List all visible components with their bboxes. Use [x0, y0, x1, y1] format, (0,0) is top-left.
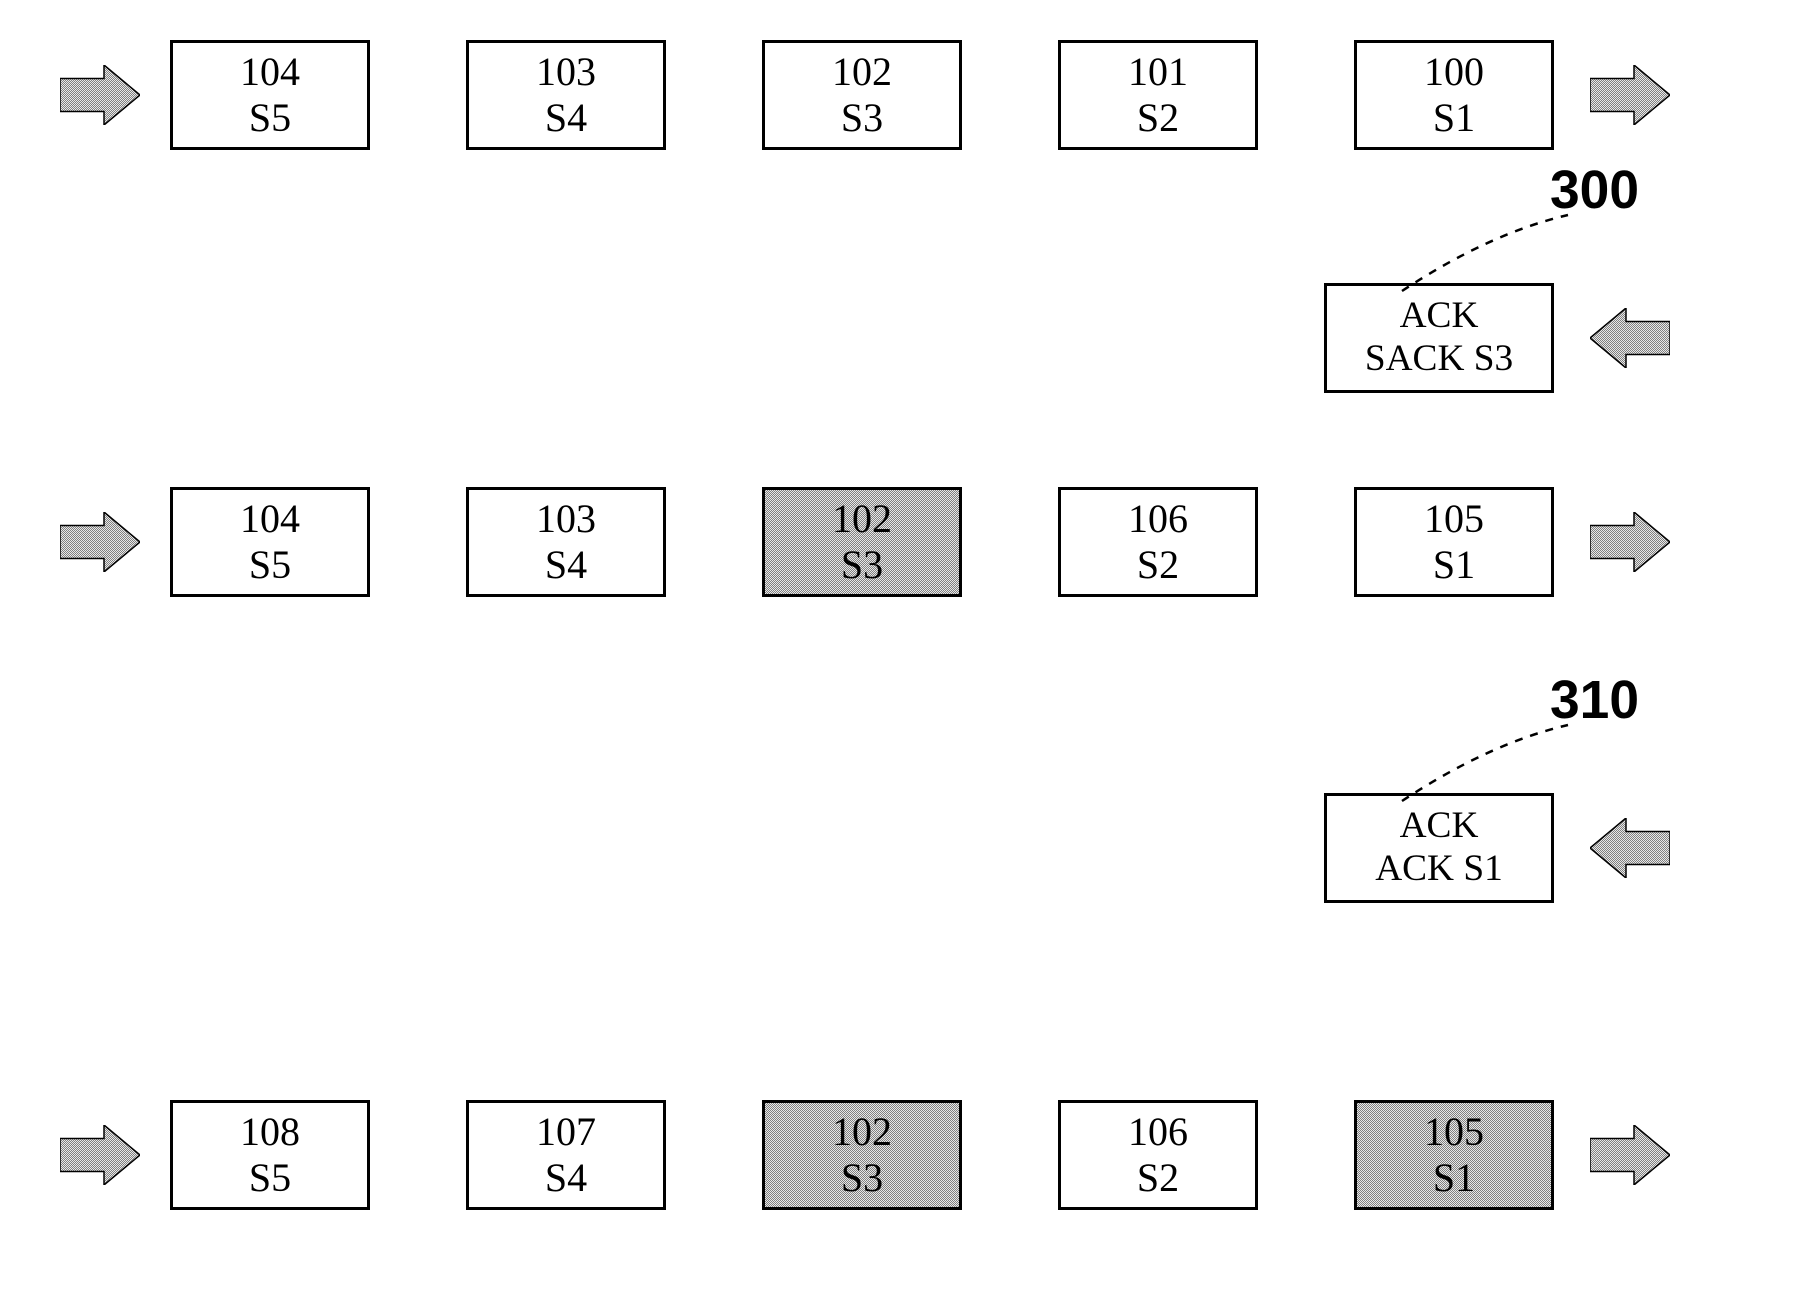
- packet-row-1-col-3: 106S2: [1058, 487, 1258, 597]
- ack-line2: SACK S3: [1365, 338, 1513, 381]
- packet-row-1-col-0: 104S5: [170, 487, 370, 597]
- flow-arrow-in-row-0: [60, 65, 140, 125]
- flow-arrow-out-row-1: [1590, 512, 1670, 572]
- callout-leader-0: [1400, 213, 1570, 293]
- packet-slot: S1: [1433, 95, 1475, 141]
- packet-slot: S5: [249, 542, 291, 588]
- packet-slot: S3: [841, 95, 883, 141]
- callout-label-0: 300: [1550, 160, 1639, 221]
- packet-seq: 105: [1424, 1109, 1484, 1155]
- packet-seq: 104: [240, 49, 300, 95]
- ack-line1: ACK: [1400, 295, 1479, 338]
- packet-seq: 102: [832, 1109, 892, 1155]
- packet-row-2-col-4: 105S1: [1354, 1100, 1554, 1210]
- packet-row-2-col-1: 107S4: [466, 1100, 666, 1210]
- packet-slot: S1: [1433, 1155, 1475, 1201]
- packet-slot: S3: [841, 542, 883, 588]
- packet-row-0-col-3: 101S2: [1058, 40, 1258, 150]
- flow-arrow-out-row-0: [1590, 65, 1670, 125]
- packet-row-2-col-0: 108S5: [170, 1100, 370, 1210]
- packet-slot: S2: [1137, 542, 1179, 588]
- ack-line1: ACK: [1400, 805, 1479, 848]
- ack-line2: ACK S1: [1375, 848, 1503, 891]
- packet-row-1-col-2: 102S3: [762, 487, 962, 597]
- packet-seq: 108: [240, 1109, 300, 1155]
- packet-row-0-col-4: 100S1: [1354, 40, 1554, 150]
- callout-leader-1: [1400, 723, 1570, 803]
- packet-slot: S5: [249, 95, 291, 141]
- packet-seq: 103: [536, 496, 596, 542]
- packet-seq: 101: [1128, 49, 1188, 95]
- packet-seq: 102: [832, 496, 892, 542]
- packet-row-0-col-1: 103S4: [466, 40, 666, 150]
- ack-box-1: ACKACK S1: [1324, 793, 1554, 903]
- ack-arrow-0: [1590, 308, 1670, 368]
- packet-seq: 106: [1128, 496, 1188, 542]
- diagram-canvas: 104S5103S4102S3101S2100S1: [0, 0, 1806, 1310]
- ack-arrow-1: [1590, 818, 1670, 878]
- packet-seq: 105: [1424, 496, 1484, 542]
- packet-seq: 107: [536, 1109, 596, 1155]
- packet-seq: 103: [536, 49, 596, 95]
- callout-label-1: 310: [1550, 670, 1639, 731]
- packet-slot: S2: [1137, 1155, 1179, 1201]
- packet-row-0-col-0: 104S5: [170, 40, 370, 150]
- ack-box-0: ACKSACK S3: [1324, 283, 1554, 393]
- flow-arrow-out-row-2: [1590, 1125, 1670, 1185]
- packet-slot: S4: [545, 95, 587, 141]
- packet-seq: 102: [832, 49, 892, 95]
- packet-row-1-col-4: 105S1: [1354, 487, 1554, 597]
- packet-slot: S3: [841, 1155, 883, 1201]
- packet-slot: S5: [249, 1155, 291, 1201]
- flow-arrow-in-row-1: [60, 512, 140, 572]
- packet-row-1-col-1: 103S4: [466, 487, 666, 597]
- packet-seq: 100: [1424, 49, 1484, 95]
- packet-seq: 106: [1128, 1109, 1188, 1155]
- packet-seq: 104: [240, 496, 300, 542]
- packet-row-0-col-2: 102S3: [762, 40, 962, 150]
- flow-arrow-in-row-2: [60, 1125, 140, 1185]
- packet-slot: S2: [1137, 95, 1179, 141]
- packet-slot: S4: [545, 542, 587, 588]
- packet-slot: S4: [545, 1155, 587, 1201]
- packet-row-2-col-2: 102S3: [762, 1100, 962, 1210]
- packet-slot: S1: [1433, 542, 1475, 588]
- packet-row-2-col-3: 106S2: [1058, 1100, 1258, 1210]
